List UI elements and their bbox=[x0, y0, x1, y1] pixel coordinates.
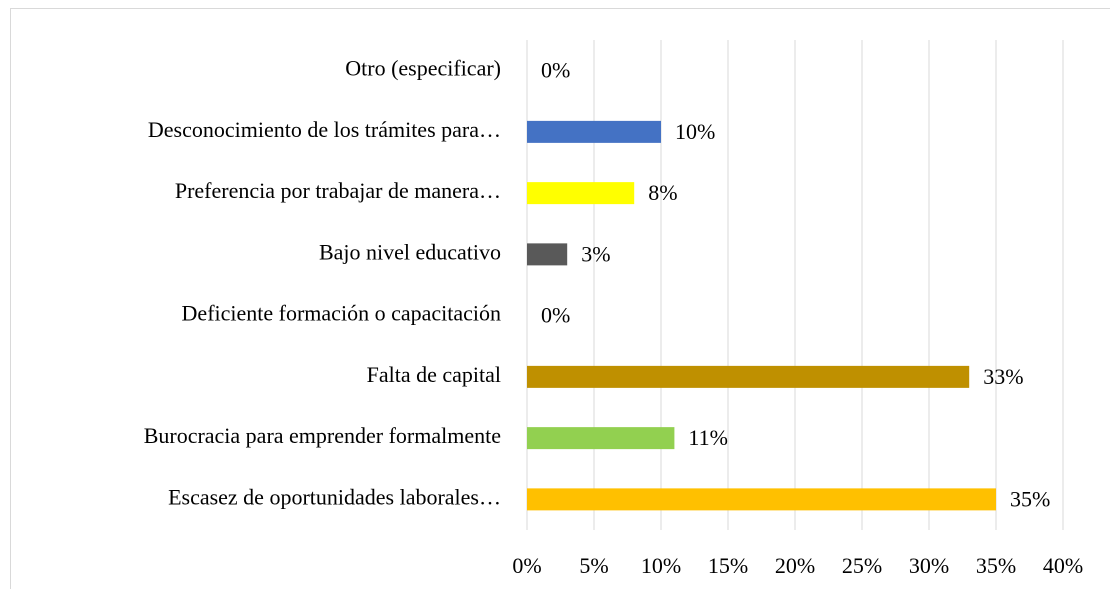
x-tick-label: 25% bbox=[842, 553, 882, 578]
x-tick-label: 20% bbox=[775, 553, 815, 578]
y-tick-label: Burocracia para emprender formalmente bbox=[144, 423, 501, 448]
data-label: 33% bbox=[983, 364, 1023, 389]
x-tick-label: 15% bbox=[708, 553, 748, 578]
data-label: 3% bbox=[581, 241, 610, 266]
y-tick-label: Desconocimiento de los trámites para… bbox=[148, 117, 501, 142]
x-tick-label: 0% bbox=[512, 553, 541, 578]
data-label: 35% bbox=[1010, 486, 1050, 511]
y-tick-label: Preferencia por trabajar de manera… bbox=[175, 178, 501, 203]
x-tick-label: 40% bbox=[1043, 553, 1083, 578]
data-label: 11% bbox=[688, 425, 728, 450]
y-tick-label: Escasez de oportunidades laborales… bbox=[168, 484, 501, 509]
bar bbox=[527, 121, 661, 143]
data-label: 0% bbox=[541, 303, 570, 328]
y-tick-label: Deficiente formación o capacitación bbox=[182, 301, 501, 326]
x-tick-label: 35% bbox=[976, 553, 1016, 578]
data-label: 0% bbox=[541, 58, 570, 83]
data-label: 8% bbox=[648, 180, 677, 205]
y-tick-label: Bajo nivel educativo bbox=[319, 239, 501, 264]
y-tick-label: Otro (especificar) bbox=[345, 56, 501, 81]
y-tick-label: Falta de capital bbox=[367, 362, 501, 387]
x-tick-label: 10% bbox=[641, 553, 681, 578]
bar bbox=[527, 488, 996, 510]
x-tick-label: 30% bbox=[909, 553, 949, 578]
bar bbox=[527, 427, 674, 449]
bar bbox=[527, 182, 634, 204]
x-tick-label: 5% bbox=[579, 553, 608, 578]
data-label: 10% bbox=[675, 119, 715, 144]
bar bbox=[527, 366, 969, 388]
bar bbox=[527, 243, 567, 265]
